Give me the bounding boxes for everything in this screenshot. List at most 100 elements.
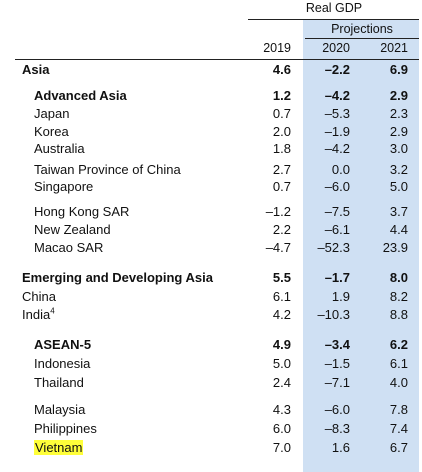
- value-2021: 2.3: [389, 106, 408, 121]
- table-row-taiwan: Taiwan Province of China 2.7 0.0 3.2: [0, 162, 422, 180]
- value-2019: 2.4: [272, 375, 291, 390]
- table-row-asean-5: ASEAN-5 4.9 –3.4 6.2: [0, 337, 422, 355]
- value-2020: 0.0: [331, 162, 350, 177]
- row-label: Malaysia: [34, 402, 86, 417]
- value-2020: –2.2: [324, 62, 350, 77]
- value-2021: 8.2: [389, 289, 408, 304]
- value-2019: 6.0: [272, 421, 291, 436]
- value-2019: 6.1: [272, 289, 291, 304]
- value-2021: 3.0: [389, 141, 408, 156]
- projections-label: Projections: [331, 22, 393, 36]
- value-2021: 6.2: [389, 337, 408, 352]
- value-2020: –10.3: [317, 307, 350, 322]
- row-label: Philippines: [34, 421, 97, 436]
- table-row-new-zealand: New Zealand 2.2 –6.1 4.4: [0, 222, 422, 240]
- value-2020: –4.2: [324, 88, 350, 103]
- value-2020: –6.0: [324, 179, 350, 194]
- row-label: New Zealand: [34, 222, 111, 237]
- table-row-hong-kong: Hong Kong SAR –1.2 –7.5 3.7: [0, 204, 422, 222]
- row-label: Japan: [34, 106, 70, 121]
- value-2020: –7.1: [324, 375, 350, 390]
- value-2019: 2.0: [272, 124, 291, 139]
- value-2021: 2.9: [389, 124, 408, 139]
- table-row-malaysia: Malaysia 4.3 –6.0 7.8: [0, 402, 422, 420]
- row-label-highlighted: Vietnam: [34, 440, 84, 455]
- table-row-vietnam: Vietnam 7.0 1.6 6.7: [0, 440, 422, 458]
- value-2020: 1.6: [331, 440, 350, 455]
- table-row-singapore: Singapore 0.7 –6.0 5.0: [0, 179, 422, 197]
- table-row-macao: Macao SAR –4.7 –52.3 23.9: [0, 240, 422, 258]
- row-label: China: [22, 289, 56, 304]
- value-2020: –7.5: [324, 204, 350, 219]
- row-label: Macao SAR: [34, 240, 104, 255]
- value-2020: –52.3: [317, 240, 350, 255]
- value-2019: 4.9: [272, 337, 291, 352]
- row-label: Emerging and Developing Asia: [22, 270, 213, 285]
- value-2021: 7.8: [389, 402, 408, 417]
- value-2019: 4.3: [272, 402, 291, 417]
- value-2021: 23.9: [382, 240, 408, 255]
- value-2020: –1.7: [324, 270, 350, 285]
- column-header-2021: 2021: [380, 41, 408, 55]
- value-2020: –1.9: [324, 124, 350, 139]
- value-2020: –8.3: [324, 421, 350, 436]
- value-2019: 5.0: [272, 356, 291, 371]
- value-2019: –1.2: [265, 204, 291, 219]
- row-label: Advanced Asia: [34, 88, 127, 103]
- value-2019: 1.2: [272, 88, 291, 103]
- table-row-emerging-developing-asia: Emerging and Developing Asia 5.5 –1.7 8.…: [0, 270, 422, 288]
- table-row-china: China 6.1 1.9 8.2: [0, 289, 422, 307]
- row-label: India: [22, 307, 51, 322]
- value-2021: 8.0: [389, 270, 408, 285]
- value-2021: 6.9: [389, 62, 408, 77]
- value-2021: 8.8: [389, 307, 408, 322]
- value-2019: 5.5: [272, 270, 291, 285]
- value-2019: 2.7: [272, 162, 291, 177]
- value-2020: –6.0: [324, 402, 350, 417]
- row-label: Australia: [34, 141, 85, 156]
- real-gdp-rule: [248, 19, 419, 20]
- header-bottom-rule: [15, 59, 419, 60]
- value-2020: –4.2: [324, 141, 350, 156]
- table-row-korea: Korea 2.0 –1.9 2.9: [0, 124, 422, 142]
- value-2020: 1.9: [331, 289, 350, 304]
- column-header-2020: 2020: [322, 41, 350, 55]
- table-row-australia: Australia 1.8 –4.2 3.0: [0, 141, 422, 159]
- value-2019: 4.6: [272, 62, 291, 77]
- value-2021: 3.2: [389, 162, 408, 177]
- row-label: Indonesia: [34, 356, 91, 371]
- value-2020: –1.5: [324, 356, 350, 371]
- value-2021: 6.7: [389, 440, 408, 455]
- value-2019: 1.8: [272, 141, 291, 156]
- table-row-asia: Asia 4.6 –2.2 6.9: [0, 62, 422, 80]
- value-2019: 0.7: [272, 179, 291, 194]
- row-label: Hong Kong SAR: [34, 204, 130, 219]
- row-label: ASEAN-5: [34, 337, 92, 352]
- value-2021: 2.9: [389, 88, 408, 103]
- footnote-marker: 4: [50, 306, 55, 316]
- value-2019: –4.7: [265, 240, 291, 255]
- table-row-thailand: Thailand 2.4 –7.1 4.0: [0, 375, 422, 393]
- table-row-indonesia: Indonesia 5.0 –1.5 6.1: [0, 356, 422, 374]
- value-2020: –6.1: [324, 222, 350, 237]
- value-2021: 4.0: [389, 375, 408, 390]
- value-2019: 7.0: [272, 440, 291, 455]
- row-label: Asia: [22, 62, 50, 77]
- row-label: Singapore: [34, 179, 94, 194]
- value-2020: –3.4: [324, 337, 350, 352]
- real-gdp-title: Real GDP: [305, 1, 363, 15]
- row-label: Korea: [34, 124, 69, 139]
- table-row-advanced-asia: Advanced Asia 1.2 –4.2 2.9: [0, 88, 422, 106]
- projections-rule: [305, 38, 419, 39]
- projection-band: [303, 20, 419, 472]
- table-row-india: India4 4.2 –10.3 8.8: [0, 307, 422, 325]
- row-label: Taiwan Province of China: [34, 162, 181, 177]
- table-row-philippines: Philippines 6.0 –8.3 7.4: [0, 421, 422, 439]
- table-row-japan: Japan 0.7 –5.3 2.3: [0, 106, 422, 124]
- value-2019: 4.2: [272, 307, 291, 322]
- value-2020: –5.3: [324, 106, 350, 121]
- row-label: Thailand: [34, 375, 84, 390]
- value-2021: 6.1: [389, 356, 408, 371]
- column-header-2019: 2019: [263, 41, 291, 55]
- row-label-wrap: India4: [22, 307, 55, 322]
